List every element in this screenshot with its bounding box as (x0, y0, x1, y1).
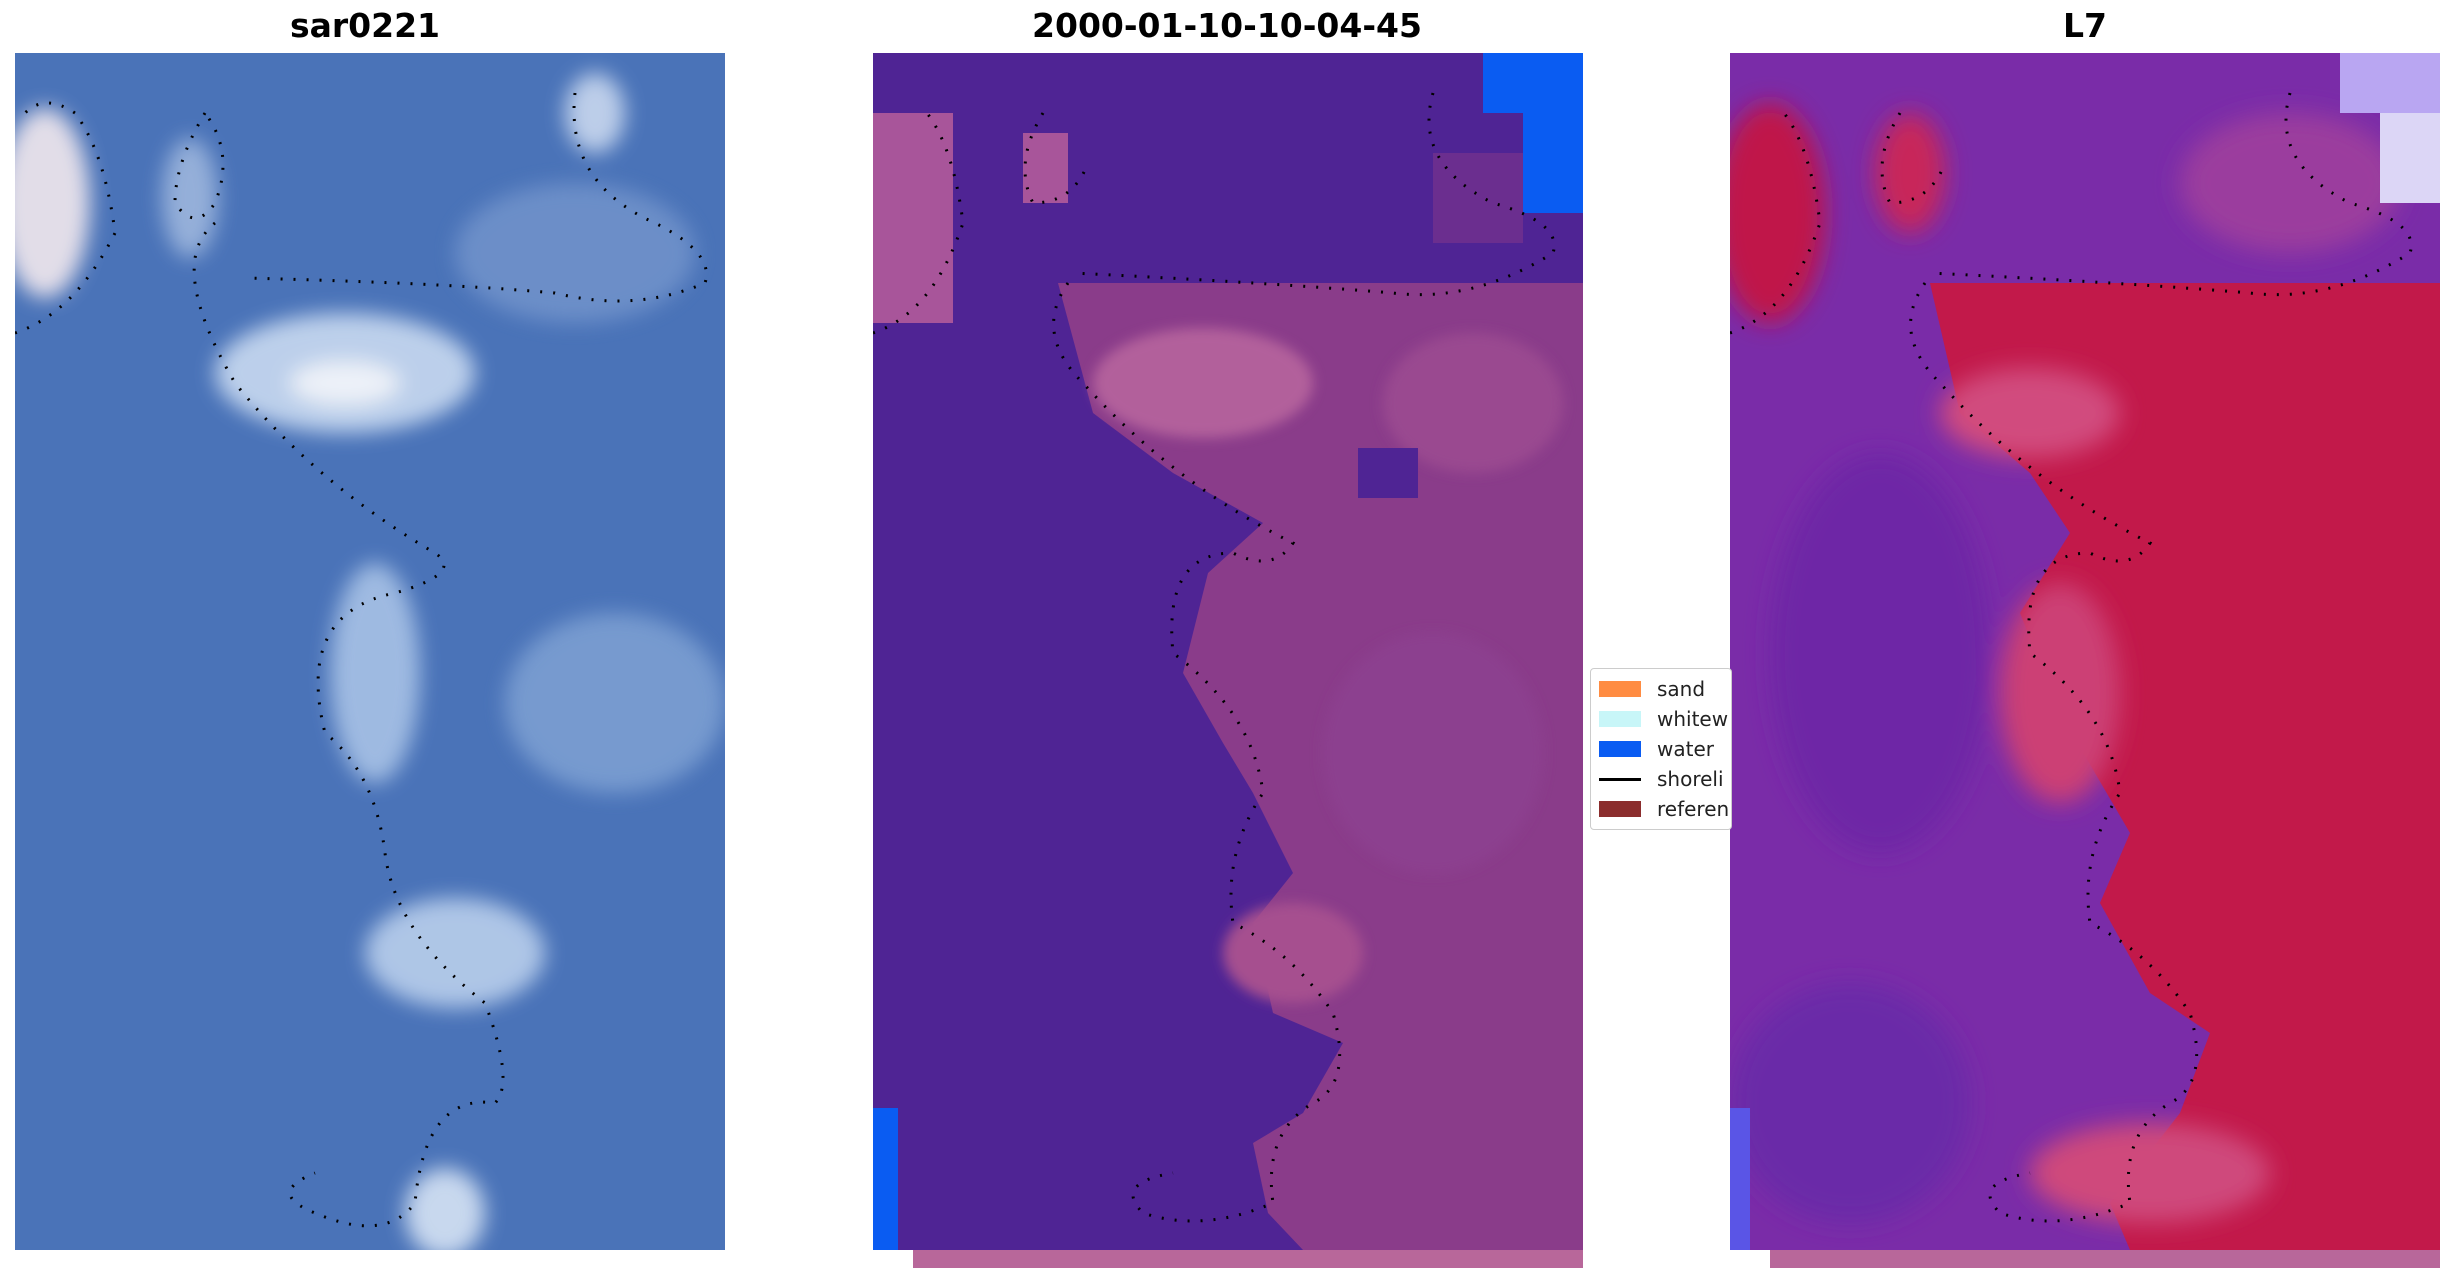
legend-item-whitewater: whitew (1599, 705, 1728, 733)
legend-label-water: water (1657, 737, 1714, 761)
panel-title-classified: 2000-01-10-10-04-45 (1032, 6, 1422, 45)
sand-swatch (1599, 681, 1641, 697)
water-patch-top-right (1483, 53, 1583, 213)
water-swatch (1599, 741, 1641, 757)
l7-image-panel (1730, 53, 2440, 1268)
legend-label-shoreline: shoreli (1657, 767, 1724, 791)
reference-swatch (1599, 801, 1641, 817)
classified-image-panel (873, 53, 1583, 1268)
classification-legend: sand whitew water shoreli referen (1590, 668, 1732, 830)
rgb-image-panel (15, 53, 725, 1250)
classified-land (1058, 283, 1583, 1250)
legend-item-shoreline: shoreli (1599, 765, 1724, 793)
whitewater-swatch (1599, 711, 1641, 727)
panel-title-swir: L7 (2063, 6, 2107, 45)
legend-item-sand: sand (1599, 675, 1705, 703)
legend-label-sand: sand (1657, 677, 1706, 701)
legend-item-water: water (1599, 735, 1714, 763)
panel-title-rgb: sar0221 (289, 6, 441, 45)
legend-label-whitewater: whitew (1657, 707, 1729, 731)
shoreline-line-swatch (1599, 777, 1641, 781)
legend-item-reference: referen (1599, 795, 1729, 823)
legend-label-reference: referen (1657, 797, 1730, 821)
